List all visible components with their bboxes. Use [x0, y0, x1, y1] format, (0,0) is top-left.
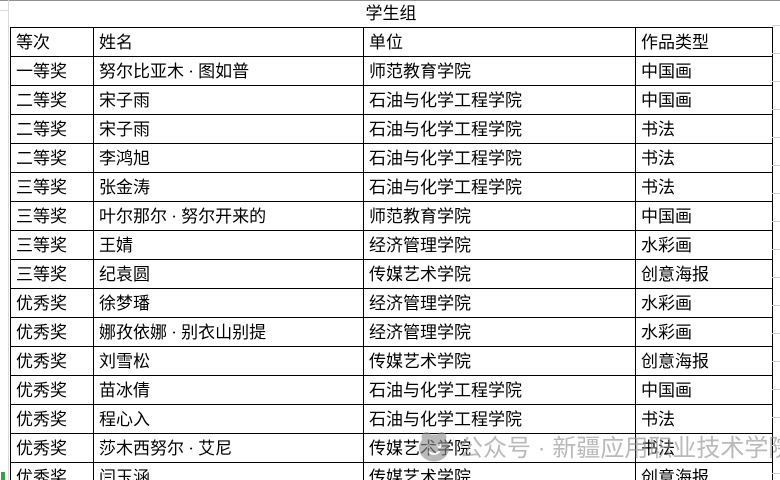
cell-name: 苗冰倩 [93, 375, 364, 405]
cell-unit: 传媒艺术学院 [363, 259, 636, 289]
cell-unit: 传媒艺术学院 [363, 462, 636, 480]
table-row: 优秀奖 闫玉涵 传媒艺术学院 创意海报 [10, 462, 773, 480]
cell-name: 纪袁圆 [93, 259, 364, 289]
cell-worktype: 书法 [635, 114, 773, 144]
table-title: 学生组 [365, 4, 417, 23]
header-row: 等次 姓名 单位 作品类型 [10, 27, 773, 57]
cell-worktype: 书法 [635, 172, 773, 202]
cell-unit: 师范教育学院 [363, 56, 636, 86]
cell-unit: 经济管理学院 [363, 317, 636, 347]
table-row: 二等奖 宋子雨 石油与化学工程学院 中国画 [10, 85, 773, 115]
cell-rank: 优秀奖 [10, 433, 94, 463]
cell-rank: 一等奖 [10, 56, 94, 86]
cell-unit: 石油与化学工程学院 [363, 404, 636, 434]
cell-worktype: 创意海报 [635, 462, 773, 480]
cell-unit: 石油与化学工程学院 [363, 375, 636, 405]
table-row: 二等奖 李鸿旭 石油与化学工程学院 书法 [10, 143, 773, 173]
cell-name: 叶尔那尔 · 努尔开来的 [93, 201, 364, 231]
corner-sheet-gridline [0, 10, 8, 11]
cell-rank: 二等奖 [10, 114, 94, 144]
cell-rank: 二等奖 [10, 85, 94, 115]
cell-worktype: 水彩画 [635, 317, 773, 347]
cell-unit: 传媒艺术学院 [363, 346, 636, 376]
cell-name: 李鸿旭 [93, 143, 364, 173]
below-table-gridline [104, 473, 105, 480]
cell-rank: 优秀奖 [10, 317, 94, 347]
selection-indicator [1, 472, 5, 480]
cell-rank: 三等奖 [10, 230, 94, 260]
cell-name: 宋子雨 [93, 114, 364, 144]
cell-name: 闫玉涵 [93, 462, 364, 480]
cell-rank: 优秀奖 [10, 346, 94, 376]
cell-name: 努尔比亚木 · 图如普 [93, 56, 364, 86]
top-edge-gridline [0, 0, 780, 1]
cell-name: 程心入 [93, 404, 364, 434]
cell-unit: 经济管理学院 [363, 230, 636, 260]
cell-rank: 三等奖 [10, 259, 94, 289]
header-unit: 单位 [363, 27, 636, 57]
cell-worktype: 中国画 [635, 375, 773, 405]
table-row: 二等奖 宋子雨 石油与化学工程学院 书法 [10, 114, 773, 144]
cell-rank: 二等奖 [10, 143, 94, 173]
cell-rank: 三等奖 [10, 201, 94, 231]
cell-worktype: 中国画 [635, 201, 773, 231]
table-row: 优秀奖 程心入 石油与化学工程学院 书法 [10, 404, 773, 434]
header-name: 姓名 [93, 27, 364, 57]
cell-unit: 经济管理学院 [363, 288, 636, 318]
cell-unit: 石油与化学工程学院 [363, 85, 636, 115]
table-row: 三等奖 纪袁圆 传媒艺术学院 创意海报 [10, 259, 773, 289]
header-worktype: 作品类型 [635, 27, 773, 57]
cell-rank: 优秀奖 [10, 462, 94, 480]
cell-unit: 传媒艺术学院 [363, 433, 636, 463]
cell-unit: 石油与化学工程学院 [363, 114, 636, 144]
cell-unit: 石油与化学工程学院 [363, 172, 636, 202]
left-sheet-gridline [8, 0, 9, 480]
table-row: 优秀奖 娜孜依娜 · 别衣山别提 经济管理学院 水彩画 [10, 317, 773, 347]
table-row: 三等奖 叶尔那尔 · 努尔开来的 师范教育学院 中国画 [10, 201, 773, 231]
cell-name: 刘雪松 [93, 346, 364, 376]
cell-worktype: 水彩画 [635, 288, 773, 318]
cell-unit: 师范教育学院 [363, 201, 636, 231]
cell-rank: 优秀奖 [10, 288, 94, 318]
cell-worktype: 中国画 [635, 56, 773, 86]
table-row: 优秀奖 莎木西努尔 · 艾尼 传媒艺术学院 书法 [10, 433, 773, 463]
cell-worktype: 书法 [635, 433, 773, 463]
cell-rank: 优秀奖 [10, 375, 94, 405]
cell-unit: 石油与化学工程学院 [363, 143, 636, 173]
table-row: 优秀奖 苗冰倩 石油与化学工程学院 中国画 [10, 375, 773, 405]
cell-name: 徐梦璠 [93, 288, 364, 318]
cell-name: 张金涛 [93, 172, 364, 202]
cell-name: 莎木西努尔 · 艾尼 [93, 433, 364, 463]
cell-worktype: 水彩画 [635, 230, 773, 260]
cell-rank: 优秀奖 [10, 404, 94, 434]
cell-worktype: 书法 [635, 404, 773, 434]
table-row: 一等奖 努尔比亚木 · 图如普 师范教育学院 中国画 [10, 56, 773, 86]
awards-table: 等次 姓名 单位 作品类型 一等奖 努尔比亚木 · 图如普 师范教育学院 中国画… [10, 27, 773, 480]
cell-worktype: 中国画 [635, 85, 773, 115]
cell-rank: 三等奖 [10, 172, 94, 202]
header-rank: 等次 [10, 27, 94, 57]
right-sheet-gridlines [772, 25, 780, 474]
cell-worktype: 创意海报 [635, 346, 773, 376]
table-row: 优秀奖 刘雪松 传媒艺术学院 创意海报 [10, 346, 773, 376]
table-row: 三等奖 张金涛 石油与化学工程学院 书法 [10, 172, 773, 202]
table-row: 优秀奖 徐梦璠 经济管理学院 水彩画 [10, 288, 773, 318]
cell-worktype: 书法 [635, 143, 773, 173]
cell-name: 宋子雨 [93, 85, 364, 115]
cell-worktype: 创意海报 [635, 259, 773, 289]
cell-name: 王婧 [93, 230, 364, 260]
cell-name: 娜孜依娜 · 别衣山别提 [93, 317, 364, 347]
table-row: 三等奖 王婧 经济管理学院 水彩画 [10, 230, 773, 260]
